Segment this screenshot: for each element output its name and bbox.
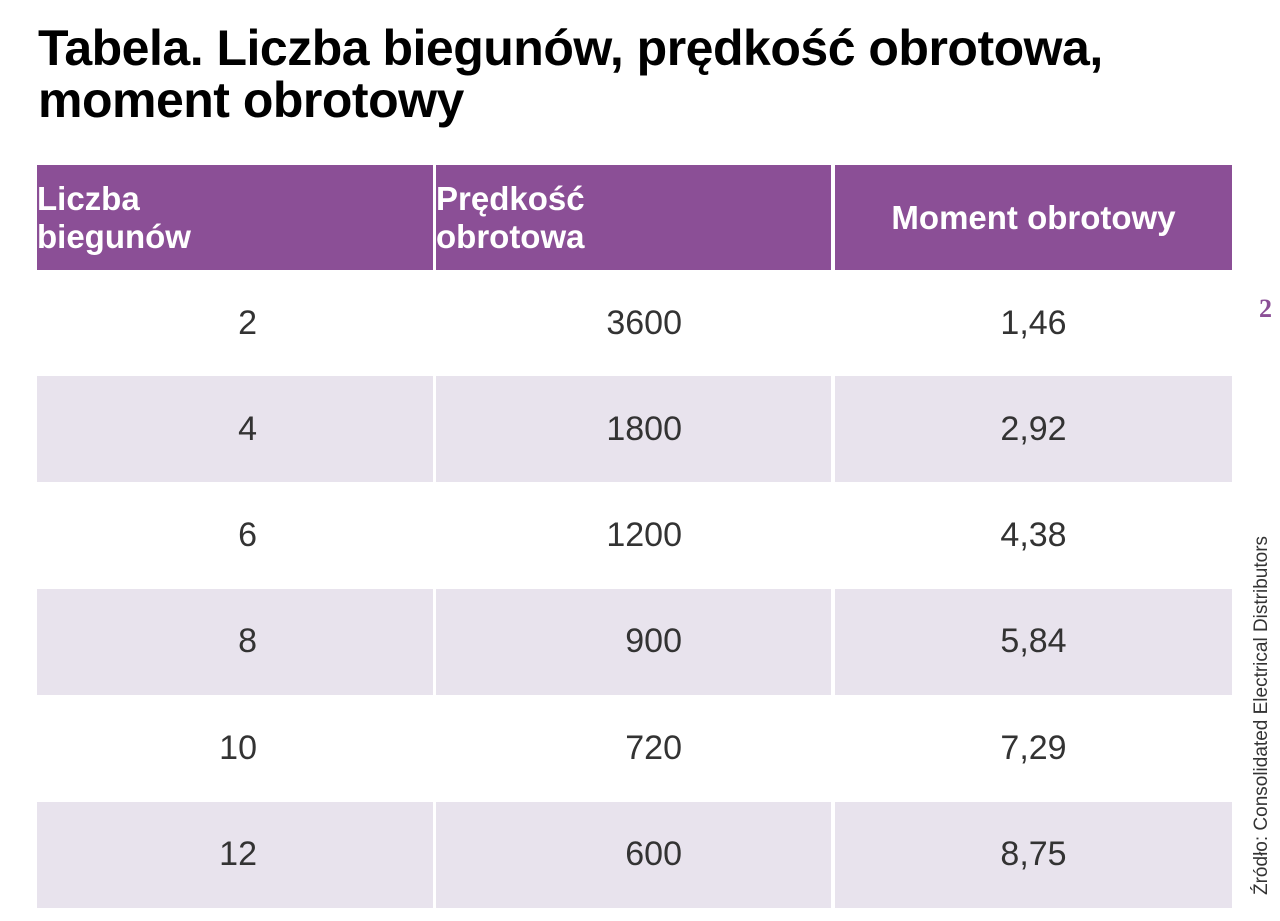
table-cell: 4 (37, 376, 433, 483)
table-cell: 12 (37, 801, 433, 908)
table-row: 8 900 5,84 (37, 588, 1232, 695)
table-cell: 8,75 (835, 801, 1232, 908)
table-cell: 7,29 (1000, 728, 1067, 767)
table-cell: 1200 (606, 516, 682, 555)
header-cell: Liczba biegunów (37, 165, 433, 270)
table-cell: 10 (219, 728, 257, 767)
table-row: 6 1200 4,38 (37, 483, 1232, 589)
header-cell: Prędkość obrotowa (436, 165, 831, 270)
table-cell: 3600 (606, 303, 682, 342)
table-row: 12 600 8,75 (37, 801, 1232, 908)
slide-title: Tabela. Liczba biegunów, prędkość obroto… (38, 20, 1103, 128)
table-cell: 2,92 (835, 376, 1232, 483)
header-cell: Moment obrotowy (835, 165, 1232, 270)
table-cell: 1,46 (1000, 303, 1067, 342)
table-cell: 600 (436, 801, 831, 908)
table-cell: 5,84 (835, 588, 1232, 695)
table-cell: 1800 (436, 376, 831, 483)
table-row: 2 3600 1,46 (37, 270, 1232, 376)
table-cell: 900 (436, 588, 831, 695)
table-row: 10 720 7,29 (37, 695, 1232, 801)
table-row: 4 1800 2,92 (37, 376, 1232, 483)
table-cell: 6 (238, 516, 257, 555)
table-cell: 8 (37, 588, 433, 695)
table-cell: 2 (238, 303, 257, 342)
table-cell: 4,38 (1000, 516, 1067, 555)
header-row: Liczba biegunów Prędkość obrotowa Moment o… (37, 165, 1232, 270)
table-cell: 720 (625, 728, 682, 767)
source-note: Źródło: Consolidated Electrical Distribu… (1251, 535, 1272, 895)
page-number: 2 (1259, 294, 1272, 323)
